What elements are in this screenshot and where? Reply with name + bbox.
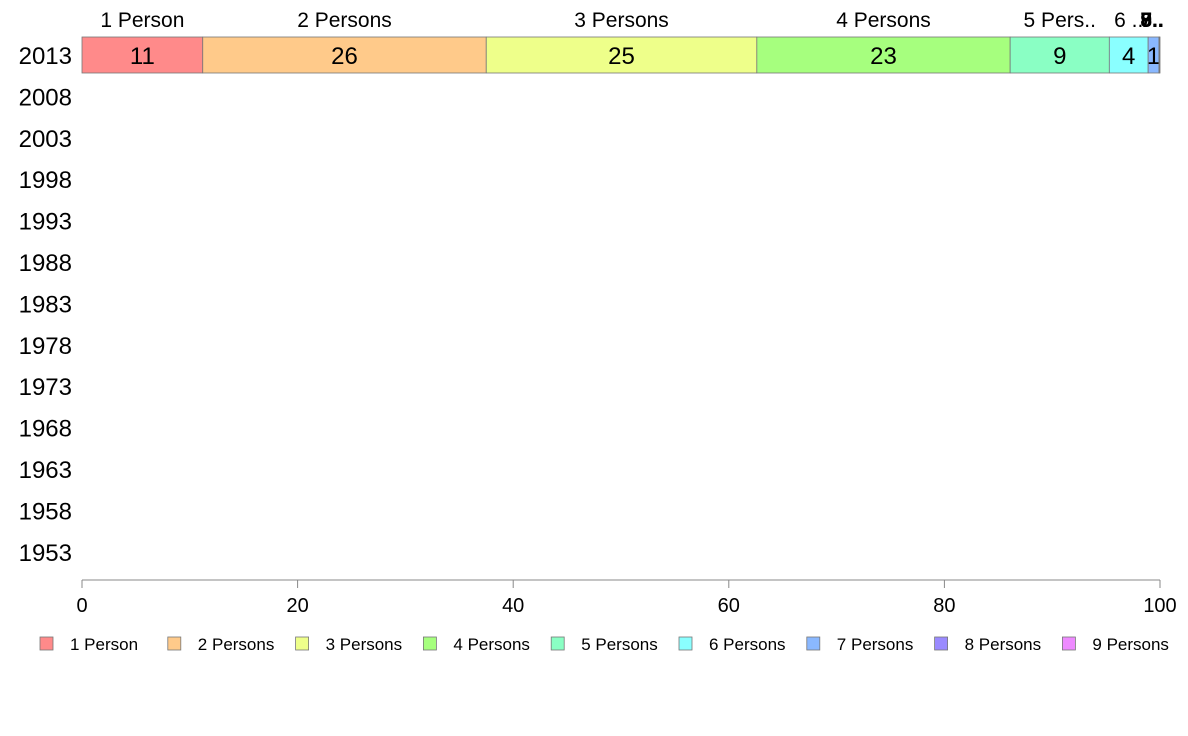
series-top-label: 7.. (1140, 9, 1163, 32)
legend-swatch (167, 636, 182, 651)
series-top-label: 2 Persons (297, 9, 392, 32)
bar-segment (1009, 36, 1110, 74)
legend-label: 9 Persons (1092, 635, 1169, 654)
x-axis: 0 20 40 60 80 100 (76, 579, 1177, 617)
series-top-labels: 1 Person 2 Persons 3 Persons 4 Persons 5 Per… (100, 9, 1163, 32)
series-top-label: 4 Persons (836, 9, 931, 32)
bar-segment (1159, 36, 1161, 74)
data-label: 9 (1053, 43, 1066, 70)
x-tick-label: 100 (1143, 595, 1176, 617)
y-tick-label: 1988 (19, 250, 72, 277)
bar-segment (1108, 36, 1149, 74)
y-tick-label: 2008 (19, 84, 72, 111)
y-tick-label: 2013 (19, 43, 72, 70)
legend-label: 3 Persons (326, 635, 403, 654)
bar-segment (756, 36, 1011, 74)
legend-swatch (422, 636, 437, 651)
y-axis: 2013 2008 2003 1998 1993 1988 1983 1978 1973 1968… (19, 43, 72, 567)
series-top-label: 6 .. (1114, 9, 1143, 32)
y-tick-label: 1998 (19, 167, 72, 194)
data-label: 11 (130, 43, 155, 70)
data-label: 4 (1122, 43, 1135, 70)
legend-swatch (39, 636, 54, 651)
y-tick-label: 1978 (19, 333, 72, 360)
y-tick-label: 1993 (19, 209, 72, 236)
x-tick-label: 80 (933, 595, 955, 617)
legend-label: 2 Persons (198, 635, 275, 654)
legend-label: 7 Persons (837, 635, 914, 654)
y-tick-label: 1963 (19, 457, 72, 484)
y-tick-label: 2003 (19, 126, 72, 153)
legend-swatch (295, 636, 310, 651)
legend-label: 4 Persons (453, 635, 530, 654)
legend-swatch (806, 636, 821, 651)
series-top-label: 9.. (1140, 9, 1163, 32)
series-top-label: 3 Persons (574, 9, 669, 32)
legend-label: 8 Persons (965, 635, 1042, 654)
data-label: 25 (608, 43, 635, 70)
bar-segment (485, 36, 758, 74)
bar-segment (202, 36, 487, 74)
x-tick-label: 40 (502, 595, 524, 617)
bar-segment (81, 36, 204, 74)
legend-swatch (1062, 636, 1076, 651)
x-tick-label: 60 (718, 595, 740, 617)
legend-swatch (550, 636, 565, 651)
legend-swatch (934, 636, 948, 651)
legend-swatch (678, 636, 693, 651)
y-tick-label: 1968 (19, 416, 72, 443)
series-top-label: 5 Pers.. (1024, 9, 1096, 32)
series-top-label: 1 Person (100, 9, 184, 32)
series-top-label: 8.. (1140, 9, 1163, 32)
x-tick-label: 20 (286, 595, 308, 617)
data-label: 1 (1147, 43, 1160, 70)
legend-label: 6 Persons (709, 635, 786, 654)
y-tick-label: 1953 (19, 540, 72, 567)
legend-label: 5 Persons (581, 635, 658, 654)
legend: 1 Person 2 Persons 3 Persons 4 Persons 5 Per… (39, 635, 1169, 654)
data-label: 23 (870, 43, 897, 70)
y-tick-label: 1973 (19, 374, 72, 401)
y-tick-label: 1983 (19, 291, 72, 318)
y-tick-label: 1958 (19, 498, 72, 525)
x-tick-label: 0 (76, 595, 87, 617)
bar-layer: 11 26 25 23 9 4 1 (81, 36, 1161, 74)
legend-label: 1 Person (70, 635, 138, 654)
data-label: 26 (331, 43, 358, 70)
